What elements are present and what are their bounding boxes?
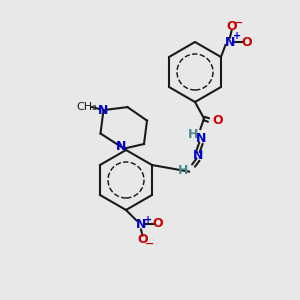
Text: −: − bbox=[145, 238, 154, 249]
Text: N: N bbox=[196, 132, 206, 145]
Text: +: + bbox=[233, 31, 242, 41]
Text: +: + bbox=[144, 214, 153, 225]
Text: O: O bbox=[137, 233, 148, 246]
Text: −: − bbox=[234, 17, 243, 28]
Text: O: O bbox=[241, 35, 252, 49]
Text: H: H bbox=[188, 128, 199, 142]
Text: N: N bbox=[193, 148, 203, 162]
Text: O: O bbox=[226, 20, 237, 34]
Text: CH₃: CH₃ bbox=[76, 101, 98, 112]
Text: N: N bbox=[116, 140, 127, 154]
Text: N: N bbox=[225, 35, 235, 49]
Text: H: H bbox=[178, 164, 188, 177]
Text: O: O bbox=[152, 217, 163, 230]
Text: N: N bbox=[136, 218, 146, 232]
Text: N: N bbox=[98, 103, 109, 117]
Text: O: O bbox=[212, 113, 223, 127]
